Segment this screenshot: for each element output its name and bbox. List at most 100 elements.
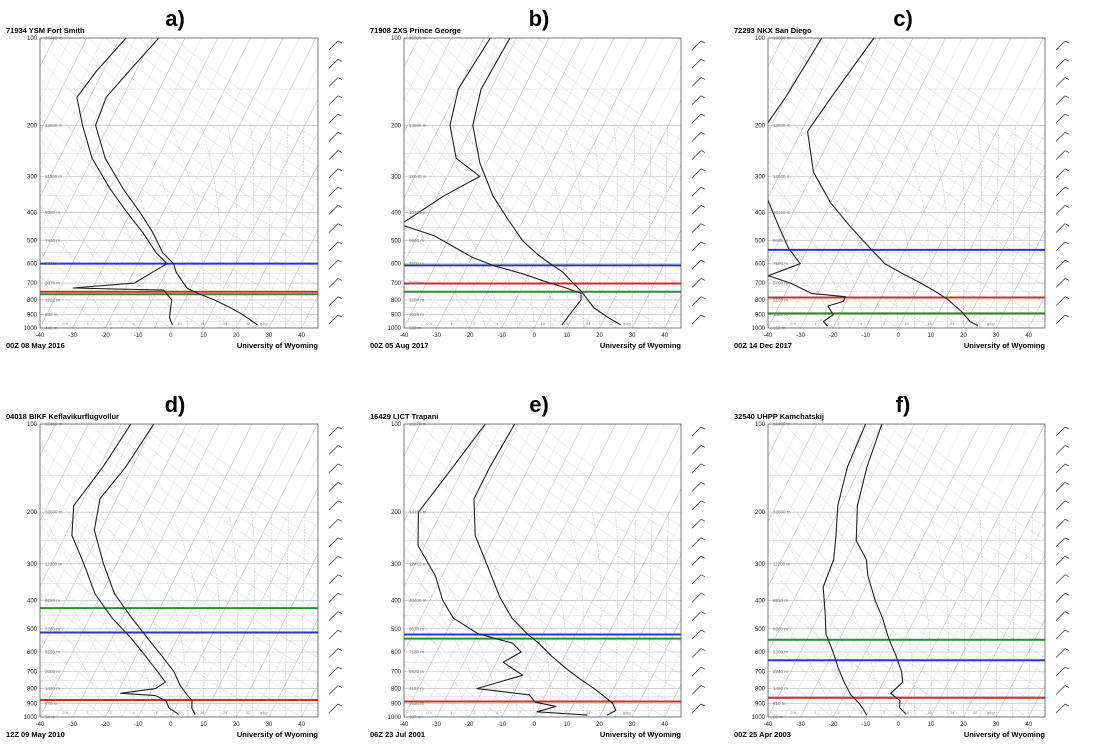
pressure-tick-label: 400: [27, 598, 38, 604]
height-label: 107 m: [409, 715, 422, 720]
moist-adiabat: [631, 512, 636, 717]
plot-area: [404, 38, 681, 328]
wind-barb-staff: [328, 150, 339, 160]
dry-adiabat: [768, 615, 899, 717]
wind-barb-flag: [337, 168, 343, 172]
wind-barb-staff: [1055, 40, 1066, 51]
wind-barb-staff: [328, 463, 339, 474]
dry-adiabat: [404, 525, 665, 717]
isotherm: [768, 424, 899, 686]
isotherm: [1061, 424, 1098, 717]
temperature-tick-label: 30: [266, 333, 273, 339]
isotherm: [768, 38, 897, 297]
mixing-ratio-label: 0.4: [426, 321, 432, 326]
wind-barb-staff: [328, 556, 339, 566]
wind-barb-staff: [1055, 314, 1066, 325]
isotherm: [40, 424, 105, 555]
dry-adiabat: [40, 547, 270, 717]
wind-barb-staff: [1055, 500, 1066, 511]
moist-adiabat: [862, 125, 915, 328]
wind-barb: [1055, 685, 1070, 695]
temperature-tick-label: -10: [861, 333, 870, 339]
mixing-ratio-label: 1: [815, 321, 818, 326]
isotherm: [816, 424, 964, 717]
height-label: 580 m: [409, 326, 422, 331]
wind-barb-staff: [1055, 168, 1066, 179]
wind-barb-flag: [1064, 150, 1070, 153]
isotherm: [40, 38, 71, 100]
temperature-tick-label: -40: [764, 333, 773, 339]
mixing-ratio-label: 7: [155, 321, 158, 326]
moist-adiabat: [977, 125, 982, 328]
pressure-tick-label: 900: [755, 702, 766, 708]
isotherm: [137, 38, 284, 328]
mixing-ratio-label: 24: [950, 710, 955, 715]
observation-time: 12Z 09 May 2010: [6, 730, 65, 739]
mixing-ratio-line: [72, 651, 113, 717]
mixing-ratio-line: [563, 263, 604, 328]
pressure-tick-label: 800: [391, 298, 402, 304]
wind-barb: [328, 223, 343, 233]
wind-barb-staff: [691, 537, 702, 548]
isotherm: [550, 66, 681, 328]
dry-adiabat: [768, 443, 1045, 658]
wind-barb: [328, 278, 343, 288]
moist-adiabat: [768, 205, 834, 328]
dry-adiabat: [768, 301, 801, 328]
wind-barb-flag: [337, 666, 343, 670]
dry-adiabat: [768, 182, 964, 328]
pressure-tick-label: 500: [755, 239, 766, 245]
wind-barb-staff: [691, 556, 702, 566]
temperature-tick-label: 20: [960, 722, 967, 728]
temperature-tick-label: -40: [36, 333, 45, 339]
wind-barb-flag: [1064, 77, 1070, 80]
wind-barb: [1055, 58, 1070, 69]
isotherm: [1044, 327, 1045, 328]
dry-adiabat: [768, 78, 1045, 286]
mixing-ratio-line: [71, 263, 113, 328]
credit-label: University of Wyoming: [600, 730, 682, 739]
dry-adiabat: [40, 483, 318, 692]
mixing-ratio-line: [858, 651, 899, 717]
dry-adiabat: [768, 569, 964, 717]
wind-barb: [691, 278, 706, 288]
height-label: 3000 m: [45, 669, 60, 674]
wind-barb-staff: [1055, 648, 1066, 658]
wind-barb: [328, 703, 343, 714]
wind-barb: [328, 150, 343, 160]
temperature-tick-label: -40: [400, 722, 409, 728]
temperature-tick-label: -10: [497, 722, 506, 728]
isotherm: [186, 454, 318, 717]
wind-barb-flag: [700, 463, 706, 467]
wind-barb-staff: [328, 296, 339, 306]
dry-adiabat: [469, 38, 681, 195]
temperature-tick-label: 20: [596, 333, 603, 339]
dry-adiabat: [520, 38, 681, 154]
isotherm: [605, 38, 750, 328]
wind-barb-flag: [700, 40, 706, 44]
mixing-ratio-unit: g/kg: [987, 321, 995, 326]
wind-barb-staff: [328, 482, 339, 492]
temperature-tick-label: -40: [764, 722, 773, 728]
wind-barb-flag: [337, 314, 343, 318]
wind-barb-flag: [1064, 500, 1070, 504]
moist-adiabat: [978, 512, 983, 717]
dry-adiabat: [902, 424, 1045, 527]
wind-barb-staff: [1055, 59, 1066, 69]
mixing-ratio-line: [530, 651, 571, 717]
dry-adiabat: [768, 160, 997, 328]
pressure-tick-label: 400: [755, 211, 766, 217]
moist-adiabat: [67, 125, 155, 328]
isotherm: [501, 38, 648, 328]
panel-letter: a): [165, 6, 185, 31]
dry-adiabat: [768, 276, 834, 328]
pressure-tick-label: 500: [755, 627, 766, 633]
wind-barb-flag: [337, 519, 343, 522]
dry-adiabat: [40, 615, 171, 717]
isotherm: [582, 520, 681, 717]
moist-adiabat: [40, 554, 123, 717]
mixing-ratio-line: [40, 274, 73, 328]
height-label: 20 m: [773, 715, 783, 720]
wind-barb-flag: [700, 500, 706, 504]
